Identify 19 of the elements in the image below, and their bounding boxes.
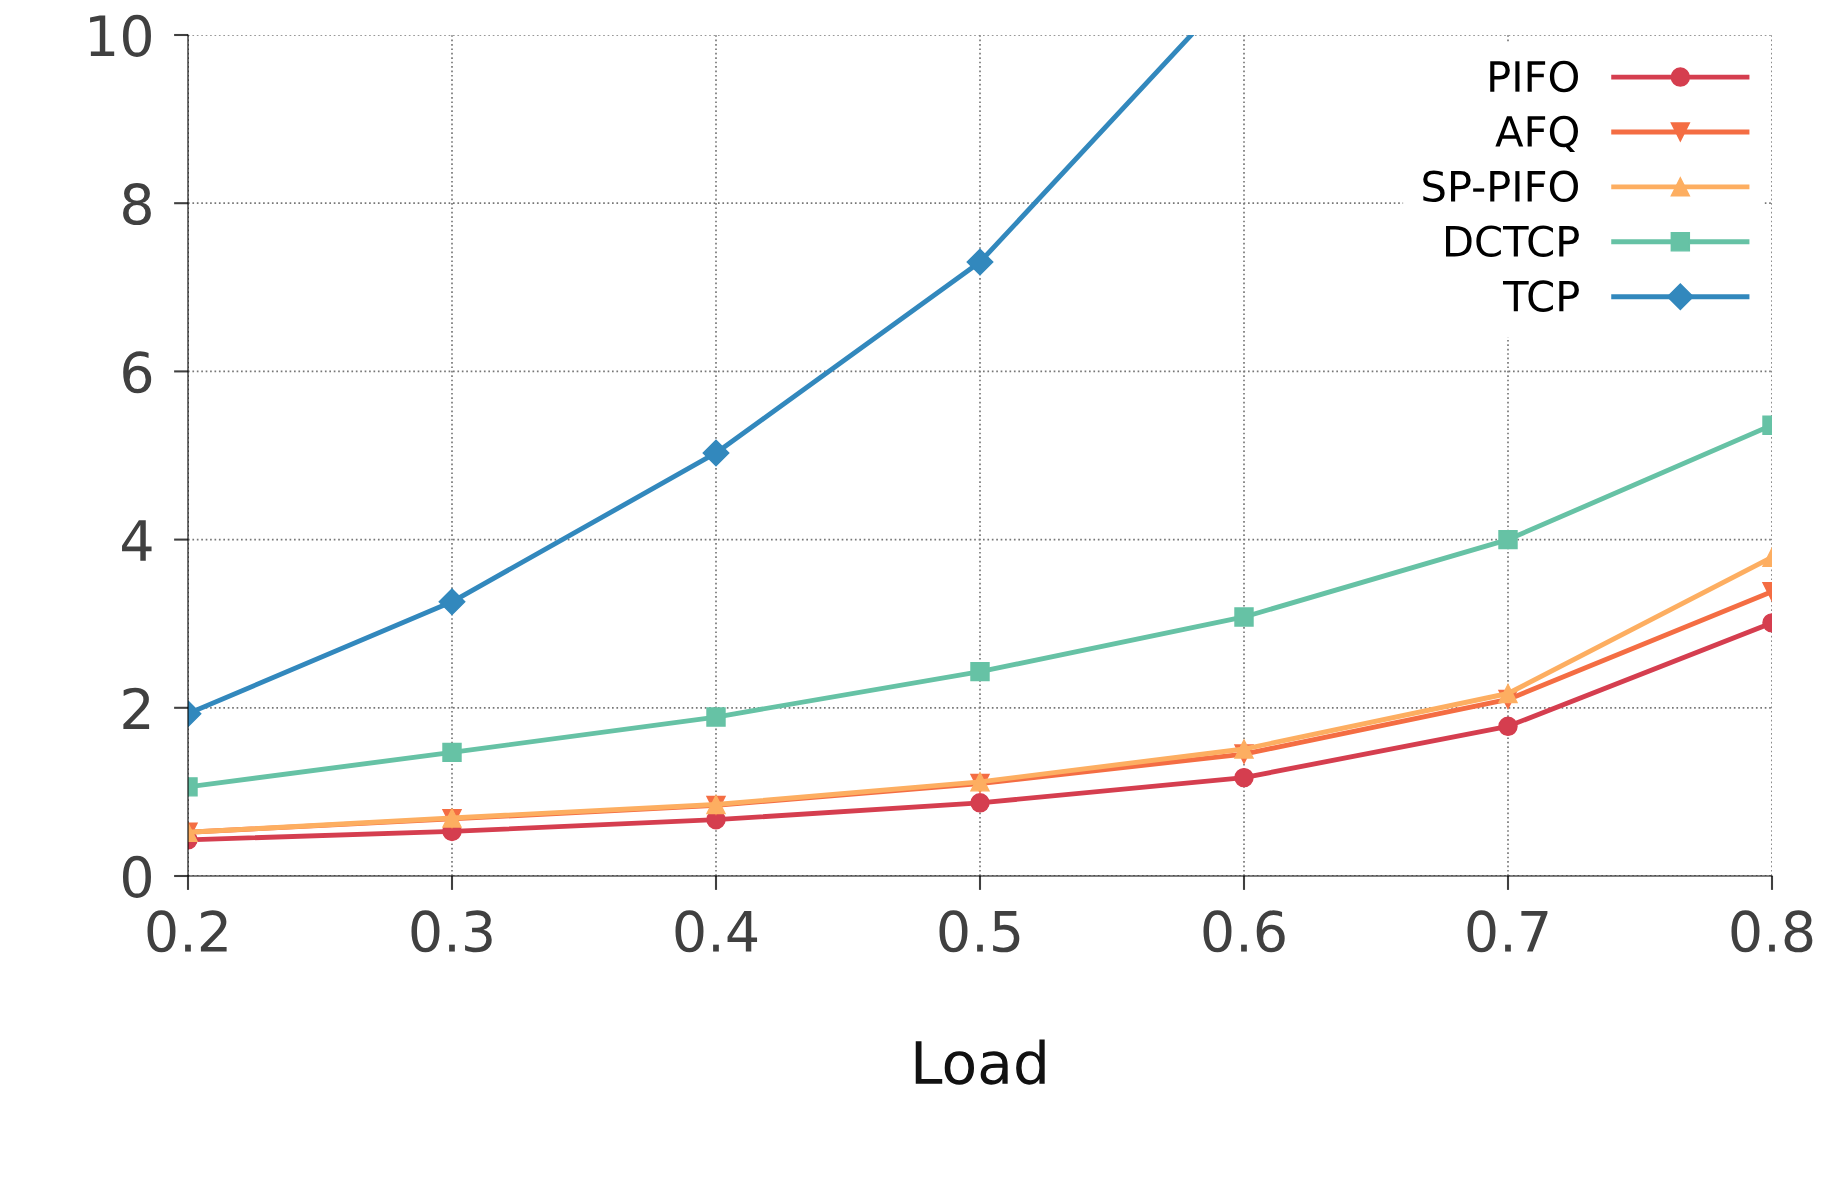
legend-label: SP-PIFO	[1423, 170, 1578, 203]
legend-label: DCTCP	[1446, 225, 1579, 257]
x-tick-label: 0.6	[1203, 910, 1285, 953]
legend-label: AFQ	[1495, 115, 1578, 152]
legend-label: PIFO	[1490, 60, 1578, 93]
y-tick-label: 0	[122, 855, 151, 898]
x-tick-label: 0.3	[411, 910, 492, 953]
x-tick-label: 0.4	[675, 910, 758, 953]
x-axis-title: Load	[915, 1039, 1045, 1085]
x-tick-label: 0.7	[1467, 910, 1548, 953]
x-tick-label: 0.2	[147, 910, 227, 953]
y-tick-label: 6	[123, 351, 152, 394]
y-tick-label: 10	[90, 14, 151, 57]
y-tick-label: 4	[122, 520, 152, 561]
y-tick-label: 2	[123, 687, 150, 729]
y-tick-label: 8	[123, 183, 151, 226]
x-tick-label: 0.8	[1731, 910, 1813, 953]
legend-label: TCP	[1502, 280, 1579, 312]
x-tick-label: 0.5	[939, 910, 1020, 953]
